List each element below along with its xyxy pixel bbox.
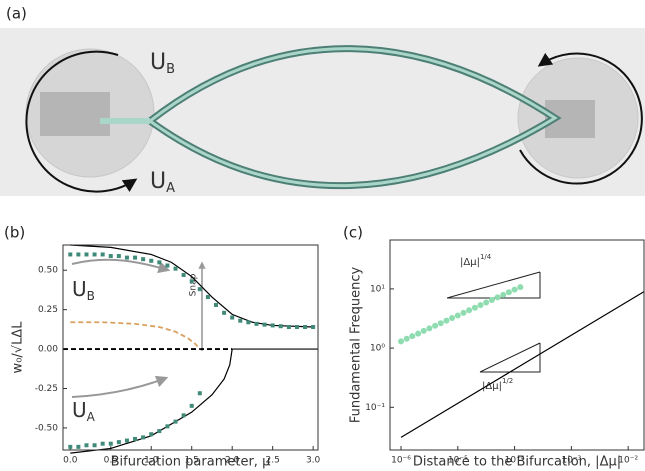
marker — [93, 252, 97, 256]
marker — [133, 256, 137, 260]
panel-label: (c) — [343, 224, 363, 242]
y-axis-label: w₀/√LΔL — [11, 321, 26, 374]
marker — [466, 307, 472, 313]
marker — [477, 302, 483, 308]
marker — [271, 323, 275, 327]
marker — [506, 289, 512, 295]
x-tick-label: 10⁻² — [618, 456, 638, 466]
marker — [174, 267, 178, 271]
x-axis-label: Distance to the Bifurcation, |Δμ| — [413, 455, 621, 470]
y-tick-label: 10¹ — [370, 284, 385, 294]
marker — [101, 442, 105, 446]
marker — [279, 324, 283, 328]
x-axis-label: Bifurcation parameter, μ — [111, 455, 271, 470]
line — [401, 292, 644, 438]
x-tick-label: 10⁻⁶ — [391, 456, 411, 466]
line — [70, 349, 232, 453]
figure: UB UA (a) (b) (c) UB UA Snap |Δμ|1/4 |Δμ… — [0, 0, 645, 471]
marker — [230, 316, 234, 320]
marker — [93, 443, 97, 447]
marker — [198, 391, 202, 395]
photo: UB UA — [0, 28, 645, 196]
marker — [495, 294, 501, 300]
y-tick-label: 0.00 — [38, 345, 58, 355]
marker — [409, 333, 415, 339]
y-tick-label: 10⁻¹ — [365, 403, 385, 413]
marker — [190, 279, 194, 283]
marker — [76, 445, 80, 449]
marker — [182, 273, 186, 277]
marker — [84, 443, 88, 447]
marker — [141, 435, 145, 439]
annotation: UA — [72, 398, 96, 424]
marker — [421, 328, 427, 334]
marker — [165, 264, 169, 268]
annotation: |Δμ|1/4 — [460, 253, 492, 268]
panel-label: (b) — [4, 224, 25, 242]
marker — [117, 254, 121, 258]
marker — [157, 429, 161, 433]
y-tick-label: 0.25 — [38, 305, 58, 315]
x-tick-label: 3.0 — [306, 456, 321, 466]
marker — [512, 287, 518, 293]
annotation: UB — [72, 277, 95, 303]
marker — [190, 404, 194, 408]
marker — [460, 310, 466, 316]
marker — [133, 437, 137, 441]
marker — [109, 254, 113, 258]
marker — [449, 315, 455, 321]
marker — [311, 325, 315, 329]
marker — [238, 319, 242, 323]
y-axis-label: Fundamental Frequency — [349, 267, 364, 424]
marker — [149, 432, 153, 436]
marker — [472, 305, 478, 311]
marker — [165, 424, 169, 428]
annotation: Snap — [189, 273, 199, 296]
marker — [517, 284, 523, 290]
marker — [263, 323, 267, 327]
marker — [125, 439, 129, 443]
marker — [182, 413, 186, 417]
marker — [214, 303, 218, 307]
marker — [149, 259, 153, 263]
marker — [68, 252, 72, 256]
marker — [415, 331, 421, 337]
marker — [500, 292, 506, 298]
marker — [246, 320, 250, 324]
marker — [254, 322, 258, 326]
marker — [109, 442, 113, 446]
marker — [303, 325, 307, 329]
line — [70, 322, 200, 349]
marker — [443, 318, 449, 324]
marker — [455, 312, 461, 318]
y-tick-label: -0.50 — [35, 423, 59, 433]
marker — [206, 295, 210, 299]
x-tick-label: 0.0 — [63, 456, 78, 466]
marker — [84, 252, 88, 256]
plot-frame — [390, 240, 644, 450]
marker — [489, 297, 495, 303]
marker — [125, 256, 129, 260]
panel-label: (a) — [6, 5, 27, 23]
marker — [222, 311, 226, 315]
marker — [287, 325, 291, 329]
marker — [117, 440, 121, 444]
marker — [438, 320, 444, 326]
y-tick-label: 0.50 — [38, 266, 58, 276]
marker — [398, 338, 404, 344]
marker — [198, 287, 202, 291]
y-tick-label: 10⁰ — [370, 344, 385, 354]
marker — [295, 325, 299, 329]
marker — [157, 260, 161, 264]
marker — [141, 257, 145, 261]
marker — [76, 252, 80, 256]
marker — [101, 252, 105, 256]
marker — [483, 300, 489, 306]
y-tick-label: -0.25 — [35, 384, 58, 394]
marker — [174, 420, 178, 424]
marker — [68, 445, 72, 449]
marker — [404, 336, 410, 342]
marker — [432, 323, 438, 329]
marker — [426, 325, 432, 331]
